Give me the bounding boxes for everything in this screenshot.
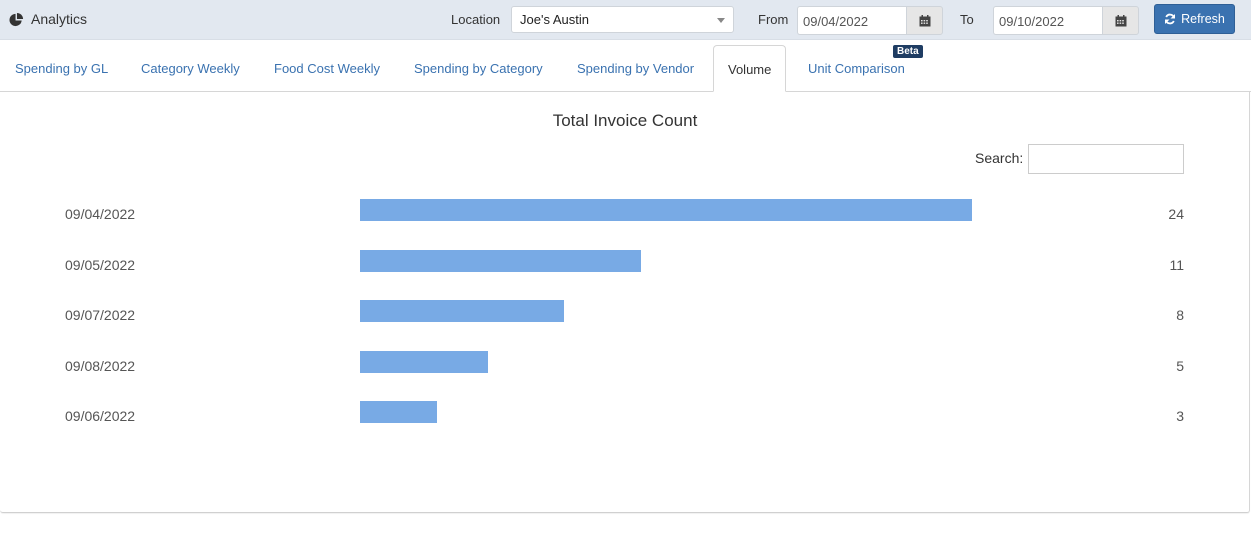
bar-category-label: 09/08/2022 [65, 357, 136, 374]
to-calendar-button[interactable] [1102, 6, 1139, 35]
tab-spending-by-gl[interactable]: Spending by GL [15, 61, 109, 76]
from-calendar-button[interactable] [906, 6, 943, 35]
app-title: Analytics [31, 11, 88, 27]
tab-volume[interactable]: Volume [713, 45, 787, 92]
top-toolbar: Analytics Location Joe's Austin From 09/… [0, 0, 1251, 40]
from-date-picker: 09/04/2022 [797, 6, 943, 35]
to-date-picker: 09/10/2022 [993, 6, 1139, 35]
bar-value-label: 11 [1169, 256, 1184, 273]
calendar-icon [1115, 14, 1126, 26]
bar [360, 199, 972, 221]
bar-category-label: 09/06/2022 [65, 408, 136, 425]
tab-spending-by-category[interactable]: Spending by Category [414, 61, 543, 76]
location-select[interactable]: Joe's Austin [511, 6, 734, 33]
bar-row: 09/05/2022 11 [0, 249, 1250, 276]
bar-category-label: 09/04/2022 [65, 206, 136, 222]
bar-row: 09/06/2022 3 [0, 401, 1250, 427]
calendar-icon [919, 14, 930, 26]
tab-category-weekly[interactable]: Category Weekly [141, 61, 240, 76]
chevron-down-icon [717, 18, 725, 23]
tab-food-cost-weekly[interactable]: Food Cost Weekly [274, 61, 380, 76]
report-tabs: Spending by GL Category Weekly Food Cost… [0, 40, 1251, 92]
bar-value-label: 24 [1168, 206, 1184, 222]
location-value: Joe's Austin [520, 12, 589, 27]
location-label: Location [451, 12, 501, 27]
bar-row: 09/08/2022 5 [0, 350, 1250, 377]
refresh-icon [1165, 13, 1176, 25]
bar-category-label: 09/05/2022 [65, 256, 136, 273]
bar-row: 09/04/2022 24 [0, 199, 1250, 225]
bar-row: 09/07/2022 8 [0, 300, 1250, 326]
bar-value-label: 3 [1176, 408, 1184, 425]
bar [360, 350, 488, 373]
pie-chart-icon [9, 12, 24, 26]
refresh-label: Refresh [1181, 12, 1225, 26]
bar [360, 249, 641, 272]
tab-spending-by-vendor[interactable]: Spending by Vendor [577, 61, 695, 76]
beta-badge: Beta [893, 45, 923, 58]
app-brand: Analytics [9, 11, 87, 27]
bar [360, 300, 564, 323]
refresh-button[interactable]: Refresh [1154, 4, 1235, 34]
tab-unit-comparison[interactable]: Unit Comparison [808, 61, 905, 76]
to-date-input[interactable]: 09/10/2022 [993, 6, 1102, 35]
bar-category-label: 09/07/2022 [65, 307, 136, 324]
bar-value-label: 5 [1176, 357, 1184, 374]
volume-panel: Total Invoice Count Search: 09/04/2022 24… [0, 91, 1250, 513]
from-label: From [758, 12, 789, 27]
bar-value-label: 8 [1176, 307, 1184, 324]
search-input[interactable] [1028, 144, 1184, 174]
chart-title: Total Invoice Count [552, 111, 698, 130]
search-label: Search: [975, 150, 1024, 166]
from-date-input[interactable]: 09/04/2022 [797, 6, 906, 35]
to-label: To [960, 12, 974, 27]
bar [360, 401, 437, 424]
